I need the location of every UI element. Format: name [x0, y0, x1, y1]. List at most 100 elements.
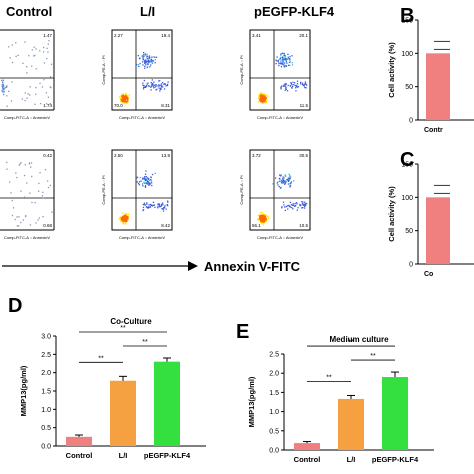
- flow-event-dot: [143, 52, 145, 54]
- flow-event-dot: [279, 174, 281, 176]
- flow-event-dot: [123, 93, 125, 95]
- quadrant-ul-value: 3.72: [252, 153, 261, 158]
- flow-event-dot: [144, 67, 146, 69]
- flow-event-dot: [141, 56, 144, 58]
- flow-event-dot: [301, 83, 303, 85]
- flow-event-dot: [284, 85, 287, 87]
- flow-event-dot: [285, 59, 287, 61]
- flow-event-dot: [125, 218, 128, 220]
- flow-event-dot: [299, 83, 302, 85]
- flow-event-dot: [166, 204, 168, 206]
- flow-event-dot: [158, 80, 160, 82]
- flow-frame: [249, 29, 311, 111]
- flow-event-dot: [144, 65, 146, 67]
- flow-event-dot: [127, 96, 130, 98]
- flow-event-dot: [303, 84, 305, 86]
- y-tick-label: 0.0: [269, 448, 279, 455]
- flow-event-dot: [21, 98, 24, 100]
- flow-event-dot: [143, 54, 145, 56]
- flow-event-dot: [280, 63, 282, 65]
- flow-event-dot: [43, 62, 46, 64]
- flow-event-dot: [142, 183, 144, 185]
- flow-event-dot: [154, 206, 156, 208]
- flow-event-dot: [153, 81, 155, 83]
- flow-event-dot: [2, 82, 4, 84]
- flow-event-dot: [121, 219, 124, 221]
- flow-event-dot: [264, 219, 266, 221]
- flow-event-dot: [261, 218, 263, 220]
- flow-event-dot: [289, 59, 291, 61]
- flow-event-dot: [124, 100, 126, 102]
- flow-event-dot: [19, 163, 21, 165]
- flow-event-dot: [281, 180, 284, 182]
- flow-event-dot: [146, 203, 148, 205]
- flow-event-dot: [39, 82, 41, 84]
- flow-col-li: L/I: [140, 4, 155, 19]
- flow-event-dot: [124, 214, 126, 216]
- flow-event-dot: [144, 86, 147, 88]
- panel-letter-e: E: [236, 321, 249, 343]
- flow-event-dot: [301, 82, 304, 84]
- flow-event-dot: [119, 216, 121, 218]
- flow-event-dot: [151, 182, 153, 184]
- flow-event-dot: [147, 183, 149, 185]
- flow-event-dot: [283, 58, 285, 61]
- bar-0: [294, 443, 320, 450]
- flow-event-dot: [292, 81, 294, 83]
- flow-event-dot: [261, 100, 263, 102]
- flow-event-dot: [289, 206, 291, 208]
- flow-event-dot: [149, 59, 151, 61]
- flow-event-dot: [34, 54, 36, 57]
- panel-letter-d: D: [8, 295, 22, 317]
- flow-event-dot: [124, 222, 126, 224]
- flow-event-dot: [142, 57, 144, 59]
- flow-event-dot: [119, 100, 122, 103]
- flow-event-dot: [159, 80, 161, 82]
- flow-event-dot: [258, 94, 260, 96]
- flow-event-dot: [1, 79, 3, 81]
- flow-event-dot: [20, 162, 22, 164]
- flow-event-dot: [286, 179, 289, 182]
- flow-event-dot: [6, 161, 8, 164]
- y-tick-label: 0: [409, 262, 413, 269]
- flow-event-dot: [147, 206, 149, 208]
- flow-event-dot: [11, 81, 13, 83]
- x-category-label: pEGFP-KLF4: [372, 455, 419, 464]
- flow-x-axis-label: Comp-FITC-A :: AnnexinV: [257, 115, 303, 120]
- flow-event-dot: [41, 195, 44, 197]
- flow-event-dot: [122, 100, 124, 102]
- flow-event-dot: [267, 217, 270, 219]
- flow-event-dot: [135, 64, 138, 66]
- flow-event-dot: [259, 215, 262, 217]
- flow-event-dot: [279, 58, 281, 60]
- flow-event-dot: [124, 218, 126, 220]
- flow-event-dot: [16, 216, 18, 218]
- flow-event-dot: [288, 179, 290, 181]
- flow-event-dot: [284, 56, 286, 58]
- flow-event-dot: [280, 54, 282, 56]
- flow-event-dot: [262, 99, 264, 101]
- flow-event-dot: [149, 183, 151, 186]
- flow-event-dot: [284, 83, 286, 85]
- flow-event-dot: [262, 213, 264, 215]
- flow-event-dot: [276, 60, 278, 62]
- flow-event-dot: [1, 84, 3, 86]
- flow-event-dot: [289, 61, 291, 63]
- flow-event-dot: [143, 181, 145, 183]
- flow-event-dot: [160, 203, 163, 205]
- flow-event-dot: [282, 180, 284, 182]
- y-tick-label: 150: [401, 18, 413, 25]
- flow-event-dot: [2, 85, 5, 87]
- flow-event-dot: [127, 101, 129, 103]
- flow-event-dot: [261, 99, 263, 101]
- flow-event-dot: [11, 199, 13, 202]
- flow-event-dot: [125, 102, 128, 105]
- quadrant-lr-value: 0.68: [43, 223, 52, 228]
- flow-event-dot: [149, 182, 151, 184]
- bar-chart-d: 0.0 0.5 1.0 1.5 2.0 2.5 3.0 MMP13(pg/ml) Co-Cult…: [19, 317, 206, 460]
- flow-event-dot: [128, 219, 130, 221]
- flow-event-dot: [285, 83, 287, 85]
- flow-event-dot: [148, 62, 150, 64]
- flow-event-dot: [122, 223, 124, 225]
- flow-event-dot: [285, 88, 287, 91]
